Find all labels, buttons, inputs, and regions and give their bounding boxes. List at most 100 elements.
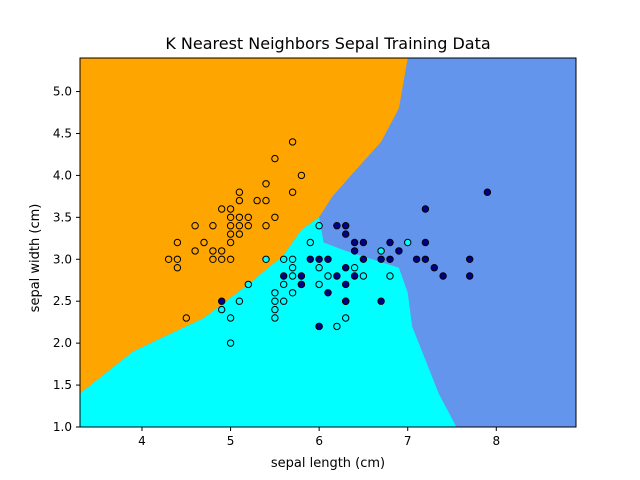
versicolor-point xyxy=(288,255,297,263)
virginica-point xyxy=(333,222,341,230)
versicolor-point xyxy=(315,280,323,289)
virginica-point xyxy=(421,205,430,213)
setosa-point xyxy=(288,188,297,196)
virginica-point xyxy=(350,272,359,280)
x-tick-label: 6 xyxy=(315,434,323,448)
versicolor-point xyxy=(271,314,279,322)
virginica-point xyxy=(324,289,332,297)
setosa-point xyxy=(173,255,182,263)
virginica-point xyxy=(430,264,438,272)
plot-frame xyxy=(79,57,577,428)
setosa-point xyxy=(209,255,217,263)
setosa-point xyxy=(226,222,235,230)
versicolor-point xyxy=(271,305,279,314)
setosa-point xyxy=(297,171,306,180)
decision-regions xyxy=(80,58,576,427)
versicolor-point xyxy=(350,264,359,272)
virginica-point xyxy=(315,255,323,263)
y-axis-label: sepal width (cm) xyxy=(28,204,43,313)
versicolor-point xyxy=(271,297,279,305)
versicolor-point xyxy=(359,272,368,280)
virginica-point xyxy=(386,238,394,247)
setosa-point xyxy=(288,138,297,146)
setosa-point xyxy=(173,264,182,272)
virginica-point xyxy=(350,238,359,247)
versicolor-point xyxy=(342,314,350,322)
chart-title: K Nearest Neighbors Sepal Training Data xyxy=(165,34,490,53)
virginica-point xyxy=(297,272,306,280)
versicolor-point xyxy=(386,272,394,280)
y-tick-label: 1.5 xyxy=(53,378,72,392)
versicolor-point xyxy=(280,255,288,263)
x-tick-label: 5 xyxy=(227,434,235,448)
setosa-point xyxy=(235,230,244,238)
virginica-point xyxy=(315,322,323,331)
setosa-point xyxy=(218,247,226,255)
versicolor-point xyxy=(280,297,288,305)
setosa-point xyxy=(235,222,244,230)
virginica-point xyxy=(421,255,430,263)
setosa-point xyxy=(226,255,235,263)
versicolor-region xyxy=(80,217,457,427)
y-tick-label: 3.5 xyxy=(53,210,72,224)
setosa-point xyxy=(182,314,191,322)
setosa-region xyxy=(80,58,408,394)
virginica-point xyxy=(342,280,350,289)
virginica-point xyxy=(395,247,403,255)
versicolor-point xyxy=(324,272,332,280)
setosa-point xyxy=(244,213,253,222)
versicolor-point xyxy=(288,264,297,272)
y-tick-label: 2.5 xyxy=(53,294,72,308)
virginica-point xyxy=(439,272,447,280)
versicolor-point xyxy=(333,322,341,331)
setosa-point xyxy=(253,196,261,205)
setosa-point xyxy=(209,222,217,230)
versicolor-point xyxy=(404,238,412,247)
setosa-point xyxy=(262,222,270,230)
virginica-point xyxy=(342,230,350,238)
virginica-point xyxy=(359,238,368,247)
setosa-point xyxy=(226,238,235,247)
x-axis-label: sepal length (cm) xyxy=(271,456,385,471)
setosa-point xyxy=(271,213,279,222)
virginica-point xyxy=(466,255,474,263)
data-points xyxy=(164,138,492,347)
virginica-point xyxy=(359,255,368,263)
versicolor-point xyxy=(288,289,297,297)
setosa-point xyxy=(235,188,244,196)
virginica-point xyxy=(350,247,359,255)
versicolor-point xyxy=(288,272,297,280)
versicolor-point xyxy=(226,314,235,322)
setosa-point xyxy=(218,205,226,213)
setosa-point xyxy=(218,255,226,263)
setosa-point xyxy=(226,230,235,238)
virginica-point xyxy=(297,280,306,289)
virginica-point xyxy=(466,272,474,280)
setosa-point xyxy=(271,154,279,163)
versicolor-point xyxy=(315,222,323,230)
virginica-point xyxy=(386,255,394,263)
x-axis: 4 5 6 7 8 xyxy=(138,427,500,448)
virginica-point xyxy=(324,255,332,263)
virginica-point xyxy=(306,255,314,263)
virginica-point xyxy=(412,255,421,263)
y-axis: 1.0 1.5 2.0 2.5 3.0 3.5 4.0 4.5 5.0 xyxy=(53,85,80,434)
virginica-point xyxy=(280,272,288,280)
versicolor-point xyxy=(280,280,288,289)
setosa-point xyxy=(173,238,182,247)
virginica-point xyxy=(483,188,492,196)
setosa-point xyxy=(226,213,235,222)
setosa-point xyxy=(226,205,235,213)
virginica-point xyxy=(333,272,341,280)
versicolor-point xyxy=(377,247,385,255)
virginica-point xyxy=(342,297,350,305)
setosa-point xyxy=(191,222,199,230)
setosa-point xyxy=(235,196,244,205)
setosa-point xyxy=(262,180,270,188)
virginica-point xyxy=(377,297,385,305)
y-tick-label: 4.5 xyxy=(53,126,72,140)
virginica-point xyxy=(342,222,350,230)
setosa-point xyxy=(191,247,199,255)
virginica-point xyxy=(421,238,430,247)
